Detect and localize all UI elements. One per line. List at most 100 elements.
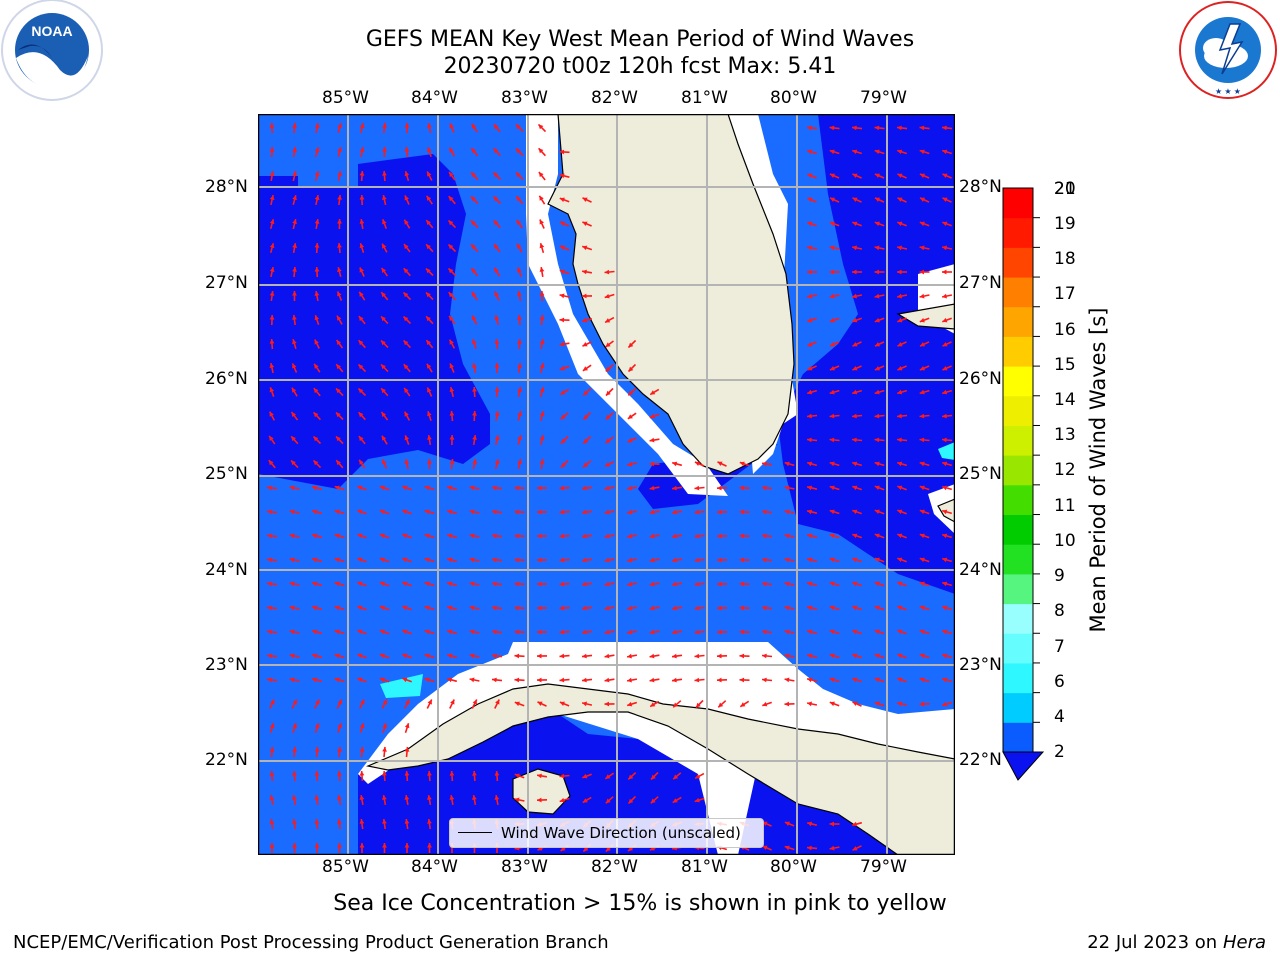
wave-direction-arrowhead xyxy=(517,291,522,296)
wave-direction-arrowhead xyxy=(517,411,522,417)
wave-direction-arrowhead xyxy=(897,389,903,395)
wave-direction-arrowhead xyxy=(312,533,318,539)
wave-direction-arrowhead xyxy=(560,414,566,420)
wave-direction-arrowhead xyxy=(313,436,319,442)
wave-direction-arrowhead xyxy=(426,340,432,346)
wave-direction-arrowhead xyxy=(382,147,387,152)
wave-direction-arrowhead xyxy=(605,414,611,420)
wave-direction-arrowhead xyxy=(852,846,858,851)
wave-direction-arrowhead xyxy=(559,701,565,706)
wave-direction-arrowhead xyxy=(694,605,700,611)
wave-direction-arrowhead xyxy=(559,317,565,323)
wave-direction-arrowhead xyxy=(516,124,521,130)
wave-direction-arrowhead xyxy=(874,605,880,611)
wave-direction-arrowhead xyxy=(717,581,722,587)
wave-direction-arrowhead xyxy=(359,243,365,249)
svg-text:NOAA: NOAA xyxy=(31,23,72,39)
wave-direction-arrowhead xyxy=(493,196,499,202)
wave-direction-arrowhead xyxy=(559,773,565,779)
wave-direction-arrowhead xyxy=(514,509,520,515)
wave-direction-arrowhead xyxy=(604,557,610,563)
wave-direction-arrowhead xyxy=(829,269,834,275)
wave-direction-arrowhead xyxy=(404,244,409,250)
wave-direction-arrowhead xyxy=(358,364,364,370)
colorbar-tick: 16 xyxy=(1054,320,1076,340)
wave-direction-arrowhead xyxy=(807,366,813,371)
wave-direction-arrowhead xyxy=(424,653,430,659)
lon-tick-top: 82°W xyxy=(591,88,638,108)
wave-direction-arrowhead xyxy=(696,702,701,708)
wave-direction-arrowhead xyxy=(402,533,408,539)
wave-direction-arrowhead xyxy=(874,581,880,587)
wave-direction-arrowhead xyxy=(897,221,903,227)
wave-direction-arrowhead xyxy=(874,317,880,323)
wave-direction-arrowhead xyxy=(358,340,364,346)
wave-direction-arrowhead xyxy=(382,819,387,824)
wave-direction-arrowhead xyxy=(359,195,365,200)
wave-direction-arrowhead xyxy=(357,677,363,683)
wave-direction-arrowhead xyxy=(605,318,611,323)
wave-direction-arrowhead xyxy=(829,221,835,227)
wave-direction-arrowhead xyxy=(337,315,342,321)
wave-direction-arrowhead xyxy=(538,124,544,130)
wave-direction-arrowhead xyxy=(402,677,408,683)
wave-direction-arrowhead xyxy=(672,798,678,803)
wave-direction-arrowhead xyxy=(405,699,410,705)
wave-direction-arrowhead xyxy=(852,629,858,635)
wave-direction-arrowhead xyxy=(694,797,700,803)
wave-direction-arrowhead xyxy=(426,363,432,369)
wave-direction-arrowhead xyxy=(334,581,340,587)
wave-direction-arrowhead xyxy=(942,509,948,515)
wave-direction-arrowhead xyxy=(604,485,610,491)
wave-direction-arrowhead xyxy=(471,148,477,154)
wave-direction-arrowhead xyxy=(762,533,767,539)
wave-direction-arrowhead xyxy=(448,268,454,274)
colorbar-tick: 19 xyxy=(1054,214,1076,234)
wave-direction-arrowhead xyxy=(517,339,522,344)
wave-direction-arrowhead xyxy=(314,843,320,848)
wave-direction-arrowhead xyxy=(807,629,813,635)
wave-direction-arrowhead xyxy=(650,390,656,395)
wave-direction-arrowhead xyxy=(472,795,477,800)
wave-direction-arrowhead xyxy=(447,677,453,683)
wave-direction-arrowhead xyxy=(337,123,342,129)
lat-tick-left: 22°N xyxy=(205,750,248,770)
generation-date: 22 Jul 2023 on Hera xyxy=(1087,932,1266,953)
wave-direction-arrowhead xyxy=(582,221,588,226)
wave-direction-arrowhead xyxy=(559,341,565,347)
wave-direction-arrowhead xyxy=(559,245,565,250)
wave-direction-arrowhead xyxy=(494,411,500,416)
wave-direction-arrowhead xyxy=(269,243,275,249)
wave-direction-arrowhead xyxy=(807,437,812,443)
wave-direction-arrowhead xyxy=(292,339,297,345)
wave-direction-arrowhead xyxy=(404,171,410,177)
wave-direction-arrowhead xyxy=(472,363,477,368)
wave-direction-arrowhead xyxy=(292,699,297,705)
wave-direction-arrowhead xyxy=(559,149,565,155)
wave-direction-arrowhead xyxy=(807,605,813,611)
wave-direction-arrowhead xyxy=(404,147,410,152)
wave-direction-arrowhead xyxy=(919,413,925,419)
wave-direction-arrowhead xyxy=(469,581,475,587)
wave-direction-arrowhead xyxy=(334,629,340,635)
wave-direction-arrowhead xyxy=(559,533,565,539)
colorbar-segment xyxy=(1003,573,1033,605)
wave-direction-arrowhead xyxy=(427,171,432,177)
colorbar-segment xyxy=(1003,425,1033,456)
wave-direction-arrowhead xyxy=(538,148,544,154)
wave-direction-arrowhead xyxy=(312,605,318,611)
wave-direction-arrowhead xyxy=(492,509,497,515)
lat-tick-right: 26°N xyxy=(959,369,1002,389)
wave-direction-arrowhead xyxy=(314,171,320,177)
wave-direction-arrowhead xyxy=(694,509,700,515)
wave-direction-arrowhead xyxy=(582,509,587,515)
wave-direction-arrowhead xyxy=(404,843,410,848)
wave-direction-arrowhead xyxy=(493,148,499,154)
wave-direction-arrowhead xyxy=(337,771,342,776)
wave-direction-arrowhead xyxy=(673,702,679,708)
wave-direction-arrowhead xyxy=(807,557,813,563)
wave-direction-arrowhead xyxy=(336,388,341,394)
wave-direction-arrowhead xyxy=(269,819,275,824)
wave-direction-arrowhead xyxy=(583,390,589,396)
wind-wave-arrows xyxy=(266,122,953,853)
